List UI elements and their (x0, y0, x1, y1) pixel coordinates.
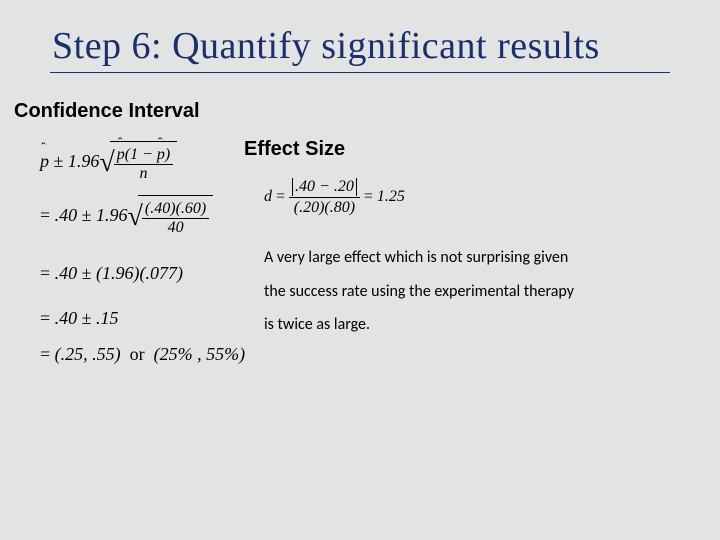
confidence-interval-label: Confidence Interval (14, 100, 200, 123)
page-title: Step 6: Quantify significant results (52, 24, 600, 68)
ci-formula-interval: = (.25, .55) or (25% , 55%) (40, 340, 245, 368)
es-text-line2: the success rate using the experimental … (264, 275, 574, 309)
ci-formula-se: = .40 ± (1.96)(.077) (40, 250, 245, 296)
es-text-line3: is twice as large. (264, 308, 574, 342)
ci-formula-substituted: = .40 ± 1.96 √ (.40)(.60) 40 (40, 192, 245, 238)
effect-size-explanation: A very large effect which is not surpris… (264, 241, 574, 342)
confidence-interval-formulas: p ± 1.96 √ p(1 − p) n = .40 ± 1.96 √ (.4… (40, 138, 245, 368)
effect-size-block: d = .40 − .20 (.20)(.80) = 1.25 A very l… (264, 175, 574, 342)
ci-formula-margin: = .40 ± .15 (40, 304, 245, 332)
effect-size-label: Effect Size (244, 138, 345, 161)
ci-formula-general: p ± 1.96 √ p(1 − p) n (40, 138, 245, 184)
es-text-line1: A very large effect which is not surpris… (264, 241, 574, 275)
effect-size-formula: d = .40 − .20 (.20)(.80) = 1.25 (264, 175, 574, 219)
title-underline (50, 72, 670, 73)
